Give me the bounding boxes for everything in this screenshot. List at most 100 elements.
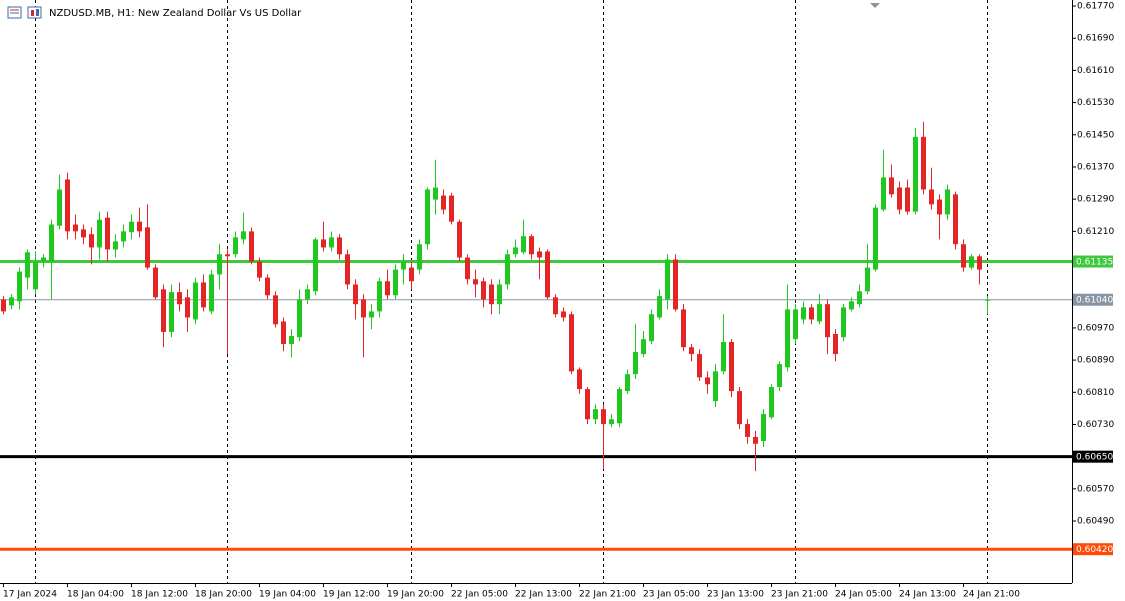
candle-body xyxy=(961,244,966,268)
candle-body xyxy=(457,221,462,258)
y-tick-label: 0.61370 xyxy=(1077,162,1114,172)
y-tick-label: 0.60490 xyxy=(1077,517,1114,527)
candle-body xyxy=(649,314,654,342)
x-tick-label: 23 Jan 13:00 xyxy=(707,590,764,600)
candle-body xyxy=(465,257,470,280)
y-tick-label: 0.61610 xyxy=(1077,66,1114,76)
candle-body xyxy=(953,194,958,245)
day-separators xyxy=(35,0,988,583)
candle-body xyxy=(129,221,134,233)
candle-body xyxy=(25,252,30,278)
candle-body xyxy=(857,291,862,305)
y-tick-label: 0.61290 xyxy=(1077,195,1114,205)
candle-body xyxy=(513,247,518,255)
chart-icons xyxy=(7,6,42,19)
candle-body xyxy=(545,251,550,298)
x-tick-label: 17 Jan 2024 xyxy=(3,590,57,600)
y-tick-label: 0.60730 xyxy=(1077,420,1114,430)
candle-body xyxy=(721,341,726,372)
candle-body xyxy=(753,436,758,444)
candle-body xyxy=(665,259,670,300)
candle-body xyxy=(897,187,902,210)
candle-body xyxy=(497,284,502,305)
candle-body xyxy=(449,195,454,222)
candle-body xyxy=(265,277,270,296)
candle-body xyxy=(801,307,806,320)
candle-body xyxy=(881,177,886,210)
x-tick-label: 23 Jan 21:00 xyxy=(771,590,828,600)
candle-body xyxy=(985,299,990,301)
candle-body xyxy=(473,279,478,285)
x-tick-label: 22 Jan 21:00 xyxy=(579,590,636,600)
level-label: 0.60650 xyxy=(1076,453,1113,463)
candle-body xyxy=(521,236,526,253)
x-tick-label: 19 Jan 20:00 xyxy=(387,590,444,600)
candle-body xyxy=(585,389,590,420)
candle-body xyxy=(337,237,342,255)
candle-body xyxy=(241,231,246,240)
y-tick-label: 0.60890 xyxy=(1077,356,1114,366)
candle-body xyxy=(297,299,302,338)
icon xyxy=(27,6,42,19)
y-tick-label: 0.61210 xyxy=(1077,227,1114,237)
level-label-box xyxy=(1073,543,1113,556)
candle-body xyxy=(401,261,406,270)
candle-body xyxy=(977,256,982,270)
candle-body xyxy=(57,189,62,226)
candle-body xyxy=(433,187,438,200)
candle-body xyxy=(113,241,118,250)
y-tick-label: 0.61690 xyxy=(1077,34,1114,44)
candle-body xyxy=(865,267,870,292)
candle-body xyxy=(361,299,366,318)
candle-body xyxy=(841,307,846,338)
candle-body xyxy=(481,281,486,300)
candle-body xyxy=(385,281,390,296)
candle-body xyxy=(633,352,638,375)
candle-body xyxy=(745,424,750,437)
x-tick-label: 19 Jan 12:00 xyxy=(323,590,380,600)
candle-body xyxy=(257,261,262,278)
candle-body xyxy=(713,371,718,402)
candle-body xyxy=(9,297,14,306)
candle-body xyxy=(1,299,6,312)
candle-body xyxy=(705,377,710,385)
candle-body xyxy=(441,195,446,210)
x-tick-label: 22 Jan 05:00 xyxy=(451,590,508,600)
x-tick-label: 18 Jan 04:00 xyxy=(67,590,124,600)
candle-body xyxy=(289,335,294,345)
candle-body xyxy=(417,244,422,270)
y-tick-label: 0.61450 xyxy=(1077,130,1114,140)
candle-body xyxy=(377,281,382,312)
candle-body xyxy=(681,309,686,348)
icon-bar xyxy=(31,10,34,16)
candle-body xyxy=(273,295,278,325)
candle-body xyxy=(81,229,86,238)
candle-body xyxy=(33,262,38,290)
candle-body xyxy=(65,179,70,232)
candle-body xyxy=(825,304,830,338)
candle-body xyxy=(625,374,630,392)
candle-body xyxy=(873,207,878,270)
candle-body xyxy=(249,231,254,262)
candle-body xyxy=(929,189,934,205)
candle-body xyxy=(49,224,54,262)
y-tick-label: 0.60970 xyxy=(1077,323,1114,333)
x-tick-label: 24 Jan 13:00 xyxy=(899,590,956,600)
candle-body xyxy=(809,307,814,320)
level-label-box xyxy=(1073,450,1113,463)
candle-body xyxy=(769,387,774,418)
candle-body xyxy=(921,136,926,190)
candle-body xyxy=(209,274,214,312)
candle-body xyxy=(97,219,102,248)
candle-body xyxy=(553,297,558,315)
candle-body xyxy=(353,284,358,305)
candle-body xyxy=(137,221,142,232)
candle-body xyxy=(617,389,622,424)
candle-body xyxy=(153,267,158,298)
y-tick-label: 0.60810 xyxy=(1077,388,1114,398)
x-tick-label: 23 Jan 05:00 xyxy=(643,590,700,600)
candle-body xyxy=(609,419,614,425)
candle-body xyxy=(937,199,942,215)
icon-bar xyxy=(36,9,39,16)
shift-marker xyxy=(870,3,880,8)
